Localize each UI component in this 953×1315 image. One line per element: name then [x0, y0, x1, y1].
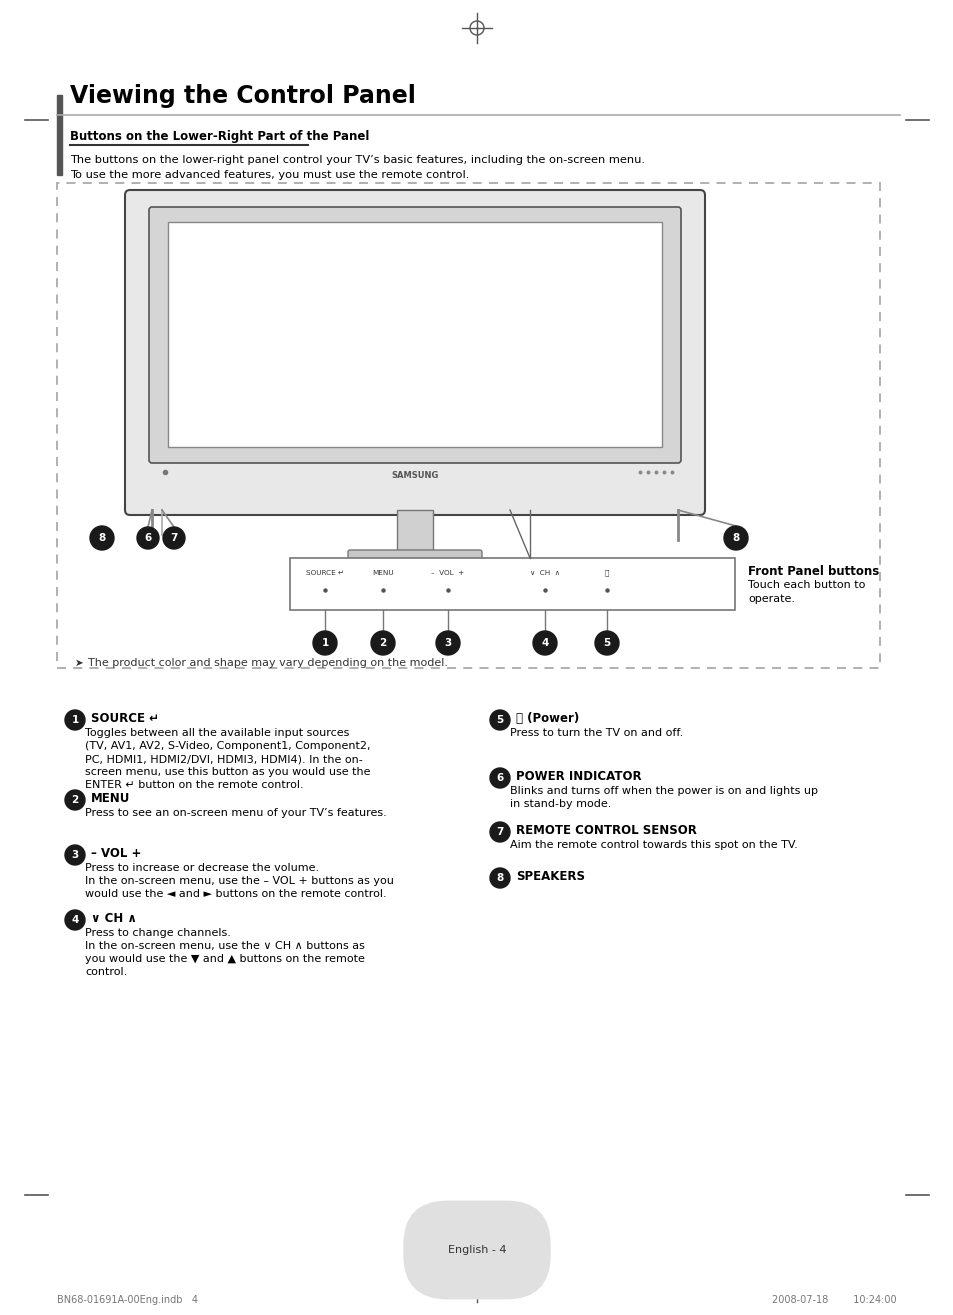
Text: Blinks and turns off when the power is on and lights up: Blinks and turns off when the power is o…: [510, 786, 817, 796]
Text: you would use the ▼ and ▲ buttons on the remote: you would use the ▼ and ▲ buttons on the…: [85, 953, 364, 964]
Bar: [57, 95, 62, 175]
Text: Press to increase or decrease the volume.: Press to increase or decrease the volume…: [85, 863, 319, 873]
Text: 4: 4: [71, 915, 78, 924]
Text: The product color and shape may vary depending on the model.: The product color and shape may vary dep…: [88, 658, 448, 668]
Circle shape: [163, 527, 185, 548]
Circle shape: [490, 768, 510, 788]
Circle shape: [313, 631, 336, 655]
Text: screen menu, use this button as you would use the: screen menu, use this button as you woul…: [85, 767, 370, 777]
Text: SAMSUNG: SAMSUNG: [391, 471, 438, 480]
Text: Front Panel buttons: Front Panel buttons: [747, 565, 879, 579]
Text: In the on-screen menu, use the ∨ CH ∧ buttons as: In the on-screen menu, use the ∨ CH ∧ bu…: [85, 942, 364, 951]
Circle shape: [65, 710, 85, 730]
Circle shape: [137, 527, 159, 548]
Bar: [168, 222, 661, 447]
Circle shape: [65, 910, 85, 930]
Text: SOURCE ↵: SOURCE ↵: [91, 711, 159, 725]
Text: 3: 3: [444, 638, 451, 648]
Text: MENU: MENU: [91, 792, 131, 805]
Circle shape: [90, 526, 113, 550]
Text: control.: control.: [85, 967, 127, 977]
Text: In the on-screen menu, use the – VOL + buttons as you: In the on-screen menu, use the – VOL + b…: [85, 876, 394, 886]
Text: Buttons on the Lower-Right Part of the Panel: Buttons on the Lower-Right Part of the P…: [70, 130, 369, 143]
Text: 7: 7: [496, 827, 503, 838]
Circle shape: [490, 822, 510, 842]
Circle shape: [533, 631, 557, 655]
Text: ➤: ➤: [75, 658, 84, 668]
Text: Viewing the Control Panel: Viewing the Control Panel: [70, 84, 416, 108]
Text: Touch each button to: Touch each button to: [747, 580, 864, 590]
Text: ENTER ↵ button on the remote control.: ENTER ↵ button on the remote control.: [85, 780, 303, 790]
Circle shape: [595, 631, 618, 655]
Text: 8: 8: [496, 873, 503, 882]
Text: SPEAKERS: SPEAKERS: [516, 871, 584, 882]
Circle shape: [436, 631, 459, 655]
Text: 5: 5: [602, 638, 610, 648]
Circle shape: [490, 868, 510, 888]
Text: REMOTE CONTROL SENSOR: REMOTE CONTROL SENSOR: [516, 825, 696, 838]
Text: 5: 5: [496, 715, 503, 725]
Text: –  VOL  +: – VOL +: [431, 569, 464, 576]
Text: ∨  CH  ∧: ∨ CH ∧: [530, 569, 559, 576]
Text: Toggles between all the available input sources: Toggles between all the available input …: [85, 729, 349, 738]
Text: 2008-07-18        10:24:00: 2008-07-18 10:24:00: [772, 1295, 896, 1304]
Text: The buttons on the lower-right panel control your TV’s basic features, including: The buttons on the lower-right panel con…: [70, 155, 644, 164]
Text: ⏻: ⏻: [604, 569, 609, 576]
Text: Aim the remote control towards this spot on the TV.: Aim the remote control towards this spot…: [510, 840, 797, 849]
Circle shape: [65, 790, 85, 810]
Text: operate.: operate.: [747, 594, 794, 604]
Text: would use the ◄ and ► buttons on the remote control.: would use the ◄ and ► buttons on the rem…: [85, 889, 386, 899]
Text: 6: 6: [496, 773, 503, 782]
Text: BN68-01691A-00Eng.indb   4: BN68-01691A-00Eng.indb 4: [57, 1295, 198, 1304]
Circle shape: [371, 631, 395, 655]
FancyBboxPatch shape: [125, 189, 704, 515]
Circle shape: [490, 710, 510, 730]
Text: in stand-by mode.: in stand-by mode.: [510, 800, 611, 809]
Text: PC, HDMI1, HDMI2/DVI, HDMI3, HDMI4). In the on-: PC, HDMI1, HDMI2/DVI, HDMI3, HDMI4). In …: [85, 753, 362, 764]
Bar: [396, 510, 433, 555]
Text: ⏻ (Power): ⏻ (Power): [516, 711, 578, 725]
Text: 8: 8: [732, 533, 739, 543]
Bar: [57, 183, 879, 668]
FancyBboxPatch shape: [149, 206, 680, 463]
Text: English - 4: English - 4: [447, 1245, 506, 1255]
Text: To use the more advanced features, you must use the remote control.: To use the more advanced features, you m…: [70, 170, 469, 180]
Text: 1: 1: [71, 715, 78, 725]
Text: ∨ CH ∧: ∨ CH ∧: [91, 913, 136, 924]
Text: Press to see an on-screen menu of your TV’s features.: Press to see an on-screen menu of your T…: [85, 807, 386, 818]
Text: – VOL +: – VOL +: [91, 847, 141, 860]
Text: 2: 2: [71, 796, 78, 805]
Text: (TV, AV1, AV2, S-Video, Component1, Component2,: (TV, AV1, AV2, S-Video, Component1, Comp…: [85, 740, 370, 751]
Text: 7: 7: [171, 533, 177, 543]
Text: Press to change channels.: Press to change channels.: [85, 928, 231, 938]
Text: 6: 6: [144, 533, 152, 543]
Text: 1: 1: [321, 638, 328, 648]
Text: Press to turn the TV on and off.: Press to turn the TV on and off.: [510, 729, 682, 738]
Circle shape: [723, 526, 747, 550]
Bar: [290, 558, 734, 610]
Circle shape: [65, 846, 85, 865]
Text: MENU: MENU: [372, 569, 394, 576]
Text: SOURCE ↵: SOURCE ↵: [306, 569, 344, 576]
Text: 2: 2: [379, 638, 386, 648]
Text: 4: 4: [540, 638, 548, 648]
Text: 8: 8: [98, 533, 106, 543]
FancyBboxPatch shape: [348, 550, 481, 572]
Text: 3: 3: [71, 849, 78, 860]
Text: POWER INDICATOR: POWER INDICATOR: [516, 771, 641, 782]
